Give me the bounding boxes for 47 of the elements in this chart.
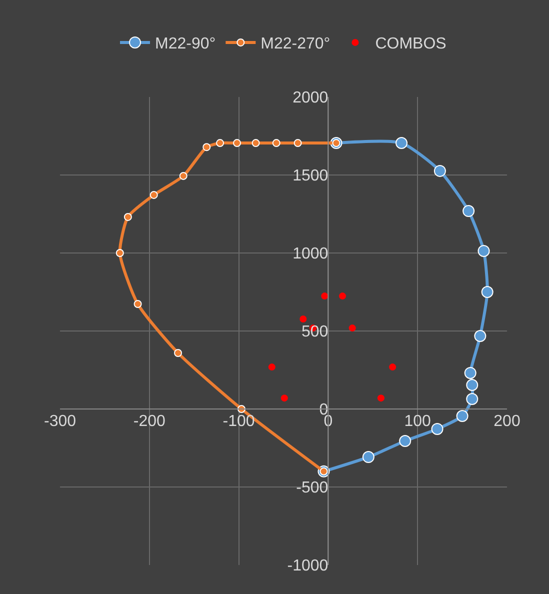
x-tick-label: 200 [494,413,520,430]
x-tick-label: -200 [133,413,166,430]
point [321,292,328,300]
y-tick-label: 1000 [292,246,328,263]
point [272,139,280,148]
y-tick-label: -500 [296,480,328,497]
point [280,394,288,402]
point [233,139,242,148]
x-tick-label: -100 [222,413,255,430]
point [348,324,356,332]
y-tick-label: 500 [301,324,328,341]
point [134,300,142,308]
point [464,366,476,379]
point [462,205,475,218]
point [377,394,384,402]
y-tick-label: 2000 [292,90,328,107]
y-tick-label: 1500 [292,168,328,185]
point [150,190,158,199]
point [179,172,188,180]
point [202,143,211,152]
point [474,330,486,342]
x-tick-label: -300 [44,413,76,430]
point [294,139,302,148]
point [434,164,446,177]
point [300,315,307,322]
point [481,286,494,298]
point [268,364,276,371]
point [124,212,132,221]
legend-label: COMBOS [375,36,446,53]
x-tick-label: 100 [404,413,432,430]
point [339,292,346,300]
point [466,378,478,391]
point [216,139,224,148]
point [396,137,408,150]
legend-label: M22-270° [260,36,330,53]
point [466,393,478,406]
point [399,434,412,447]
y-tick-label: -1000 [287,558,328,575]
point [362,451,374,464]
legend-label: M22-90° [155,36,216,53]
point [389,364,396,371]
point [478,244,490,257]
point [456,410,468,422]
point [431,422,444,435]
point [252,139,260,148]
point [116,249,124,257]
point [174,349,182,357]
